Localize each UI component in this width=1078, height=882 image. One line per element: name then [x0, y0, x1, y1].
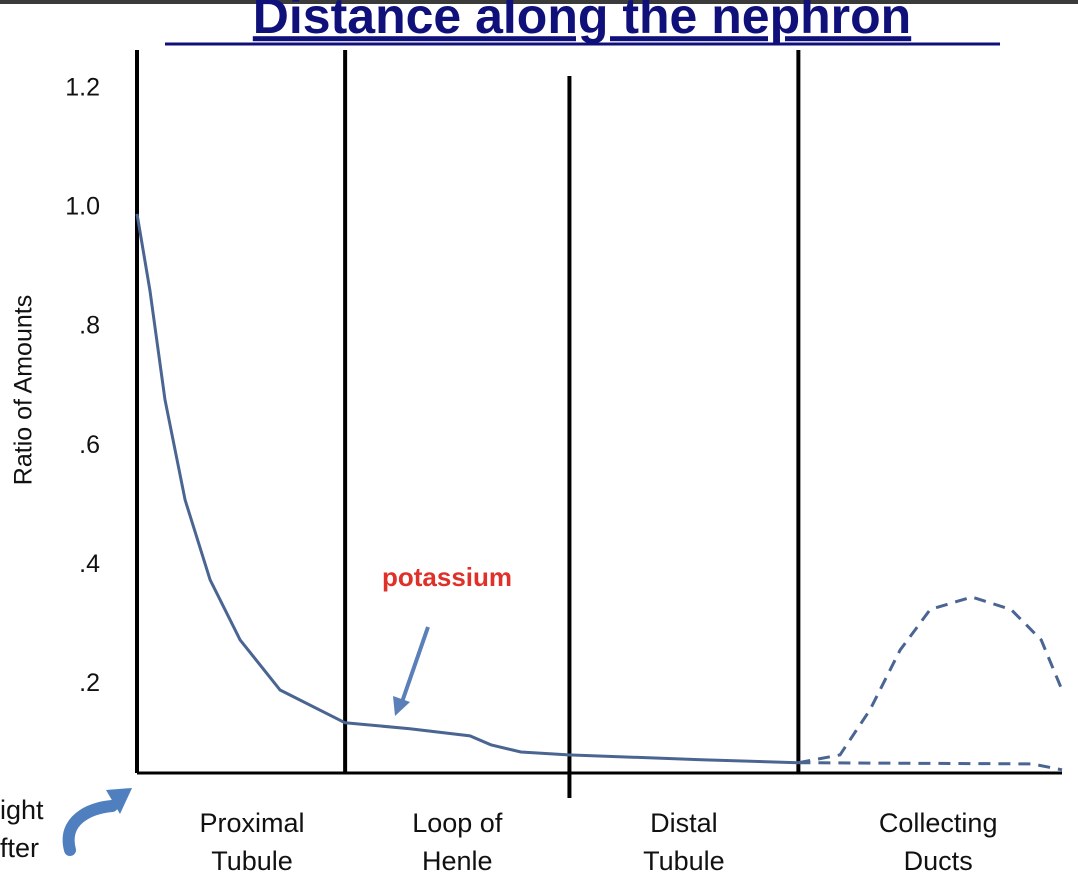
region-label: Distal — [650, 808, 718, 838]
data-line — [798, 595, 1064, 765]
curved-arrow — [62, 800, 118, 856]
title: Distance along the nephron — [253, 0, 911, 44]
curved-arrow-head — [106, 788, 132, 814]
side-text: ight — [0, 795, 44, 825]
region-label: Tubule — [643, 846, 725, 876]
region-label: Henle — [422, 846, 493, 876]
top-bar — [0, 0, 1078, 4]
y-tick-label: 1.0 — [65, 193, 100, 221]
data-line — [135, 213, 799, 765]
region-label: Ducts — [904, 846, 973, 876]
region-label: Proximal — [199, 808, 304, 838]
region-label: Collecting — [879, 808, 998, 838]
data-line — [798, 761, 1063, 772]
y-axis-label: Ratio of Amounts — [10, 295, 38, 485]
y-tick-label: 1.2 — [65, 73, 100, 101]
y-tick-label: .2 — [79, 669, 100, 697]
y-tick-label: .4 — [79, 550, 100, 578]
arrow-head — [393, 696, 410, 716]
region-label: Loop of — [412, 808, 503, 838]
side-text: fter — [0, 833, 39, 863]
annotation: potassium — [382, 562, 512, 592]
y-tick-label: .6 — [79, 431, 100, 459]
region-label: Tubule — [211, 846, 293, 876]
annotation-arrow — [400, 626, 430, 703]
y-tick-label: .8 — [79, 312, 100, 340]
